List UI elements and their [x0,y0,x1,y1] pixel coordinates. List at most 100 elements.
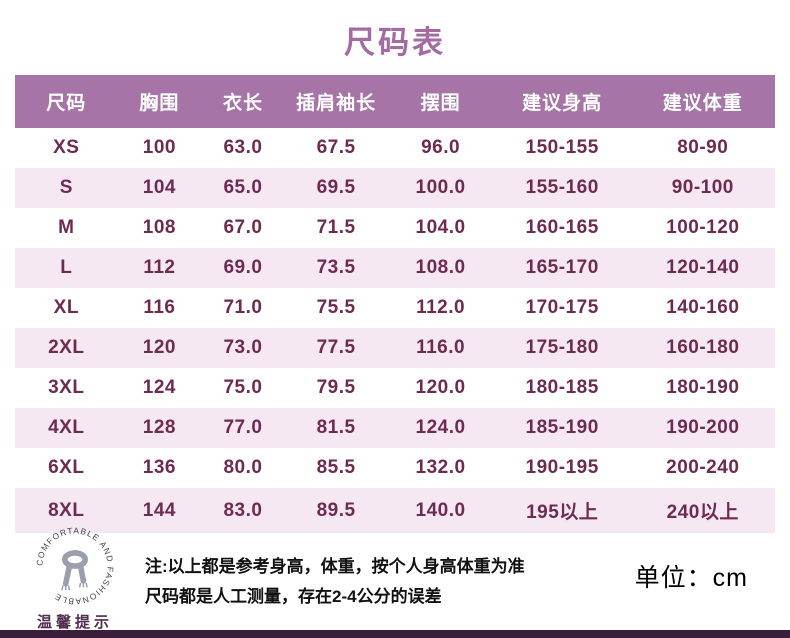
table-cell: 80.0 [223,457,263,478]
table-cell: 71.0 [223,297,263,318]
table-cell: 2XL [48,337,85,358]
table-cell: 170-175 [525,297,599,318]
table-cell: 75.5 [316,297,356,318]
table-cell: L [60,257,73,278]
table-cell: 100-120 [666,217,740,238]
table-row: 6XL 136 80.0 85.5 132.0 190-195 200-240 [15,448,775,488]
column-header: 衣长 [201,75,285,128]
table-cell: 140.0 [415,499,466,521]
table-row: 3XL 124 75.0 79.5 120.0 180-185 180-190 [15,368,775,408]
header-row: 尺码 胸围 衣长 插肩袖长 摆围 建议身高 建议体重 [15,75,775,128]
footer-section: COMFORTABLE AND FASHIONABLE 温馨提示 注:以上都是参… [0,525,790,632]
table-cell: 124.0 [415,417,466,438]
table-cell: 195以上 [526,502,599,523]
table-cell: 124 [142,377,176,398]
table-cell: 175-180 [525,337,599,358]
table-cell: 128 [142,417,176,438]
table-cell: 83.0 [223,499,263,521]
table-cell: 120-140 [666,257,740,278]
table-cell: 104.0 [415,217,466,238]
column-header: 建议体重 [630,75,775,128]
size-table: 尺码 胸围 衣长 插肩袖长 摆围 建议身高 建议体重 XS 100 63.0 67.5 96.0 15… [15,75,775,533]
table-cell: 71.5 [316,217,356,238]
table-cell: 67.0 [223,217,263,238]
table-cell: 108.0 [415,257,466,278]
table-cell: 180-190 [666,377,740,398]
brand-stamp: COMFORTABLE AND FASHIONABLE [34,525,114,606]
note-line-2: 尺码都是人工测量，存在2-4公分的误差 [145,587,442,606]
table-cell: 240以上 [666,502,739,523]
table-cell: 200-240 [666,457,740,478]
table-cell: 155-160 [525,177,599,198]
table-cell: 116.0 [416,337,466,358]
unit-label: 单位：cm [634,564,748,592]
notes: 注:以上都是参考身高，体重，按个人身高体重为准 尺码都是人工测量，存在2-4公分… [145,552,525,612]
table-cell: 132.0 [415,457,466,478]
column-header: 胸围 [117,75,202,128]
column-header: 摆围 [387,75,494,128]
size-table-body: XS 100 63.0 67.5 96.0 150-155 80-90 S 104 65.0 69.… [15,128,775,533]
table-cell: XS [53,137,80,158]
table-cell: 96.0 [421,137,461,158]
column-header: 插肩袖长 [284,75,388,128]
table-cell: 160-165 [525,217,599,238]
table-cell: 8XL [48,499,85,521]
table-cell: 140-160 [666,297,740,318]
column-header: 建议身高 [493,75,631,128]
table-cell: 69.0 [223,257,263,278]
table-cell: 100 [142,137,176,158]
table-cell: S [59,177,73,198]
table-cell: 63.0 [223,137,263,158]
table-cell: 81.5 [316,417,356,438]
table-cell: XL [53,297,79,318]
table-cell: 89.5 [316,499,356,521]
stamp-caption: 温馨提示 [36,614,113,631]
table-cell: 90-100 [671,177,734,198]
table-cell: 67.5 [316,137,356,158]
table-cell: 75.0 [223,377,263,398]
table-cell: 180-185 [525,377,599,398]
size-table-header: 尺码 胸围 衣长 插肩袖长 摆围 建议身高 建议体重 [15,75,775,128]
table-cell: 165-170 [525,257,599,278]
size-chart-page: 尺码表 尺码 胸围 衣长 插肩袖长 摆围 建议身高 建议体重 XS 100 63.0 67.5 96… [0,25,790,638]
table-cell: 69.5 [316,177,356,198]
table-row: S 104 65.0 69.5 100.0 155-160 90-100 [15,168,775,208]
table-cell: 3XL [48,377,85,398]
table-cell: 6XL [48,457,85,478]
table-cell: 79.5 [316,377,356,398]
table-cell: 73.0 [223,337,263,358]
table-cell: 65.0 [223,177,263,198]
stamp-area: COMFORTABLE AND FASHIONABLE 温馨提示 [14,525,136,632]
table-cell: 120.0 [415,377,466,398]
table-cell: M [58,217,75,238]
page-title: 尺码表 [344,25,446,60]
table-cell: 108 [142,217,176,238]
table-cell: 80-90 [677,137,729,158]
column-header: 尺码 [15,75,118,128]
scarf-fringe [61,582,88,591]
table-row: 4XL 128 77.0 81.5 124.0 185-190 190-200 [15,408,775,448]
table-cell: 160-180 [666,337,740,358]
table-cell: 136 [142,457,176,478]
table-cell: 120 [142,337,176,358]
table-cell: 144 [142,499,176,521]
table-cell: 100.0 [415,177,466,198]
table-row: 2XL 120 73.0 77.5 116.0 175-180 160-180 [15,328,775,368]
table-cell: 104 [142,177,176,198]
scarf-icon [61,550,89,587]
table-cell: 116 [143,297,176,318]
table-cell: 4XL [48,417,85,438]
table-cell: 77.5 [316,337,356,358]
table-cell: 77.0 [223,417,263,438]
table-row: M 108 67.0 71.5 104.0 160-165 100-120 [15,208,775,248]
table-cell: 73.5 [316,257,356,278]
table-row: 8XL 144 83.0 89.5 140.0 195以上 240以上 [15,488,775,533]
table-cell: 112.0 [416,297,466,318]
table-cell: 190-200 [666,417,740,438]
table-row: XS 100 63.0 67.5 96.0 150-155 80-90 [15,128,775,168]
table-row: XL 116 71.0 75.5 112.0 170-175 140-160 [15,288,775,328]
bottom-bar [0,630,790,638]
table-cell: 150-155 [525,137,599,158]
table-cell: 85.5 [316,457,356,478]
note-line-1: 注:以上都是参考身高，体重，按个人身高体重为准 [145,557,525,576]
